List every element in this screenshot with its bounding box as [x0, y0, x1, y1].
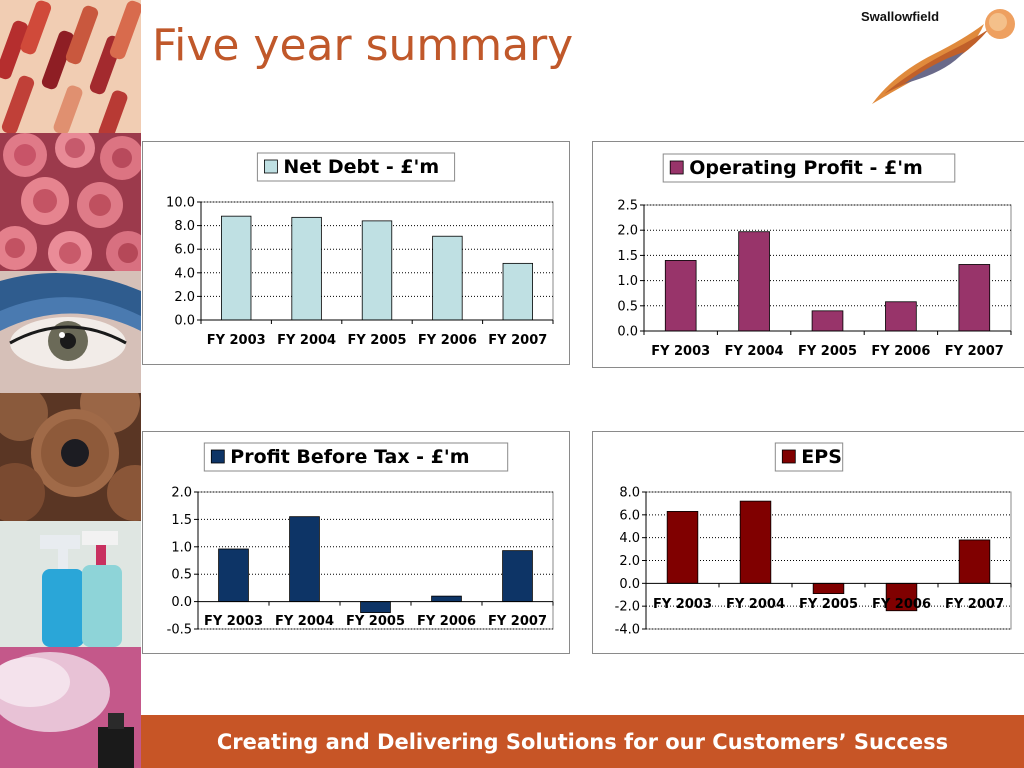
bar-fy-2005	[811, 310, 844, 332]
swallow-brushstroke-logo	[872, 9, 1015, 104]
x-tick-label: FY 2007	[488, 333, 547, 348]
y-tick-label: 0.0	[617, 325, 638, 340]
bar-fy-2005	[360, 601, 391, 613]
operating-profit-chart-svg: Operating Profit - £'m 2.5 2.0 1.5 1.0 0.5 0.0…	[617, 153, 1012, 359]
y-tick-label: 0.5	[171, 568, 192, 583]
y-tick-label: 2.0	[617, 224, 638, 239]
x-tick-label: FY 2003	[653, 597, 712, 612]
x-tick-label: FY 2004	[277, 333, 336, 348]
operating-profit-chart: Operating Profit - £'m 2.5 2.0 1.5 1.0 0.5 0.0…	[592, 141, 1024, 368]
bar-fy-2003	[664, 260, 697, 332]
y-tick-label: 0.0	[174, 314, 195, 329]
legend: Profit Before Tax - £'m	[203, 442, 509, 472]
x-tick-label: FY 2004	[726, 597, 785, 612]
y-tick-label: 6.0	[619, 508, 640, 523]
legend-label: Profit Before Tax - £'m	[230, 446, 469, 468]
x-tick-label: FY 2006	[417, 614, 476, 629]
profit-before-tax-chart: Profit Before Tax - £'m 2.0 1.5 1.0 0.5 0.0 -0…	[142, 431, 570, 654]
x-tick-label: FY 2003	[207, 333, 266, 348]
photo-strip	[0, 0, 141, 768]
y-tick-label: -0.5	[167, 623, 192, 638]
wooden-pencils-photo	[0, 393, 141, 521]
bar-fy-2004	[289, 516, 320, 603]
bar-fy-2005	[812, 582, 845, 595]
profit-before-tax-chart-svg: Profit Before Tax - £'m 2.0 1.5 1.0 0.5 0.0 -0…	[167, 442, 554, 638]
x-tick-label: FY 2003	[204, 614, 263, 629]
bar-fy-2003	[221, 215, 252, 321]
bar-fy-2006	[885, 582, 918, 612]
legend-swatch	[669, 160, 684, 175]
y-tick-label: 8.0	[619, 486, 640, 501]
bar-fy-2003	[666, 511, 699, 584]
plot-area	[643, 204, 1012, 332]
bar-fy-2004	[739, 500, 772, 584]
y-tick-label: 1.5	[171, 513, 192, 528]
y-tick-label: 0.0	[171, 595, 192, 610]
bar-fy-2006	[432, 235, 463, 321]
legend-label: Operating Profit - £'m	[689, 157, 923, 179]
y-tick-label: 8.0	[174, 219, 195, 234]
x-tick-label: FY 2006	[872, 597, 931, 612]
legend-swatch	[210, 449, 225, 464]
bar-fy-2005	[361, 220, 393, 321]
x-tick-label: FY 2005	[346, 614, 405, 629]
y-tick-label: 2.0	[171, 486, 192, 501]
y-tick-label: 1.0	[171, 540, 192, 555]
bar-fy-2004	[291, 216, 322, 321]
lipsticks-photo	[0, 0, 141, 133]
y-tick-label: 10.0	[166, 196, 195, 211]
x-tick-label: FY 2005	[347, 333, 406, 348]
bar-fy-2003	[218, 548, 249, 602]
x-tick-label: FY 2004	[275, 614, 334, 629]
eps-chart-svg: EPS 8.0 6.0 4.0 2.0 0.0 -2.0 -4.0 FY 2003 FY 2004…	[615, 442, 1012, 638]
eye-makeup-photo	[0, 271, 141, 393]
logo-text: Swallowfield	[861, 9, 940, 24]
y-tick-label: 2.0	[619, 554, 640, 569]
bar-fy-2007	[502, 550, 533, 603]
spray-bottles-photo	[0, 521, 141, 647]
x-tick-label: FY 2007	[488, 614, 547, 629]
x-tick-label: FY 2005	[799, 597, 858, 612]
legend-label: Net Debt - £'m	[283, 156, 439, 178]
x-tick-label: FY 2007	[945, 597, 1004, 612]
y-tick-label: 2.0	[174, 290, 195, 305]
bar-fy-2007	[502, 262, 533, 321]
net-debt-chart-svg: Net Debt - £'m 10.0 8.0 6.0 4.0 2.0 0.0 FY 2003…	[166, 152, 554, 348]
x-tick-label: FY 2006	[871, 344, 930, 359]
bar-fy-2007	[958, 539, 991, 584]
x-tick-label: FY 2007	[945, 344, 1004, 359]
y-tick-label: 1.0	[617, 274, 638, 289]
legend-swatch	[264, 159, 278, 174]
y-tick-label: -4.0	[615, 623, 640, 638]
page-title: Five year summary	[152, 20, 574, 71]
bar-fy-2007	[958, 264, 991, 332]
aerosol-spray-photo	[0, 647, 141, 768]
bar-fy-2004	[738, 231, 770, 332]
legend: Net Debt - £'m	[256, 152, 456, 182]
y-tick-label: 0.0	[619, 577, 640, 592]
y-tick-label: 4.0	[619, 531, 640, 546]
x-tick-label: FY 2005	[798, 344, 857, 359]
eps-chart: EPS 8.0 6.0 4.0 2.0 0.0 -2.0 -4.0 FY 2003 FY 2004…	[592, 431, 1024, 654]
legend: EPS	[774, 442, 844, 472]
legend-label: EPS	[801, 446, 842, 468]
y-tick-label: 4.0	[174, 266, 195, 281]
y-tick-label: -2.0	[615, 600, 640, 615]
y-tick-label: 6.0	[174, 243, 195, 258]
roses-photo	[0, 133, 141, 271]
y-tick-label: 1.5	[617, 249, 638, 264]
x-tick-label: FY 2004	[725, 344, 784, 359]
legend-swatch	[781, 449, 796, 464]
y-tick-label: 2.5	[617, 199, 638, 214]
bar-fy-2006	[431, 595, 462, 602]
legend: Operating Profit - £'m	[662, 153, 956, 183]
bar-fy-2006	[885, 301, 917, 332]
x-tick-label: FY 2003	[651, 344, 710, 359]
net-debt-chart: Net Debt - £'m 10.0 8.0 6.0 4.0 2.0 0.0 FY 2003…	[142, 141, 570, 365]
y-tick-label: 0.5	[617, 299, 638, 314]
x-tick-label: FY 2006	[418, 333, 477, 348]
footer-tagline: Creating and Delivering Solutions for ou…	[141, 715, 1024, 768]
